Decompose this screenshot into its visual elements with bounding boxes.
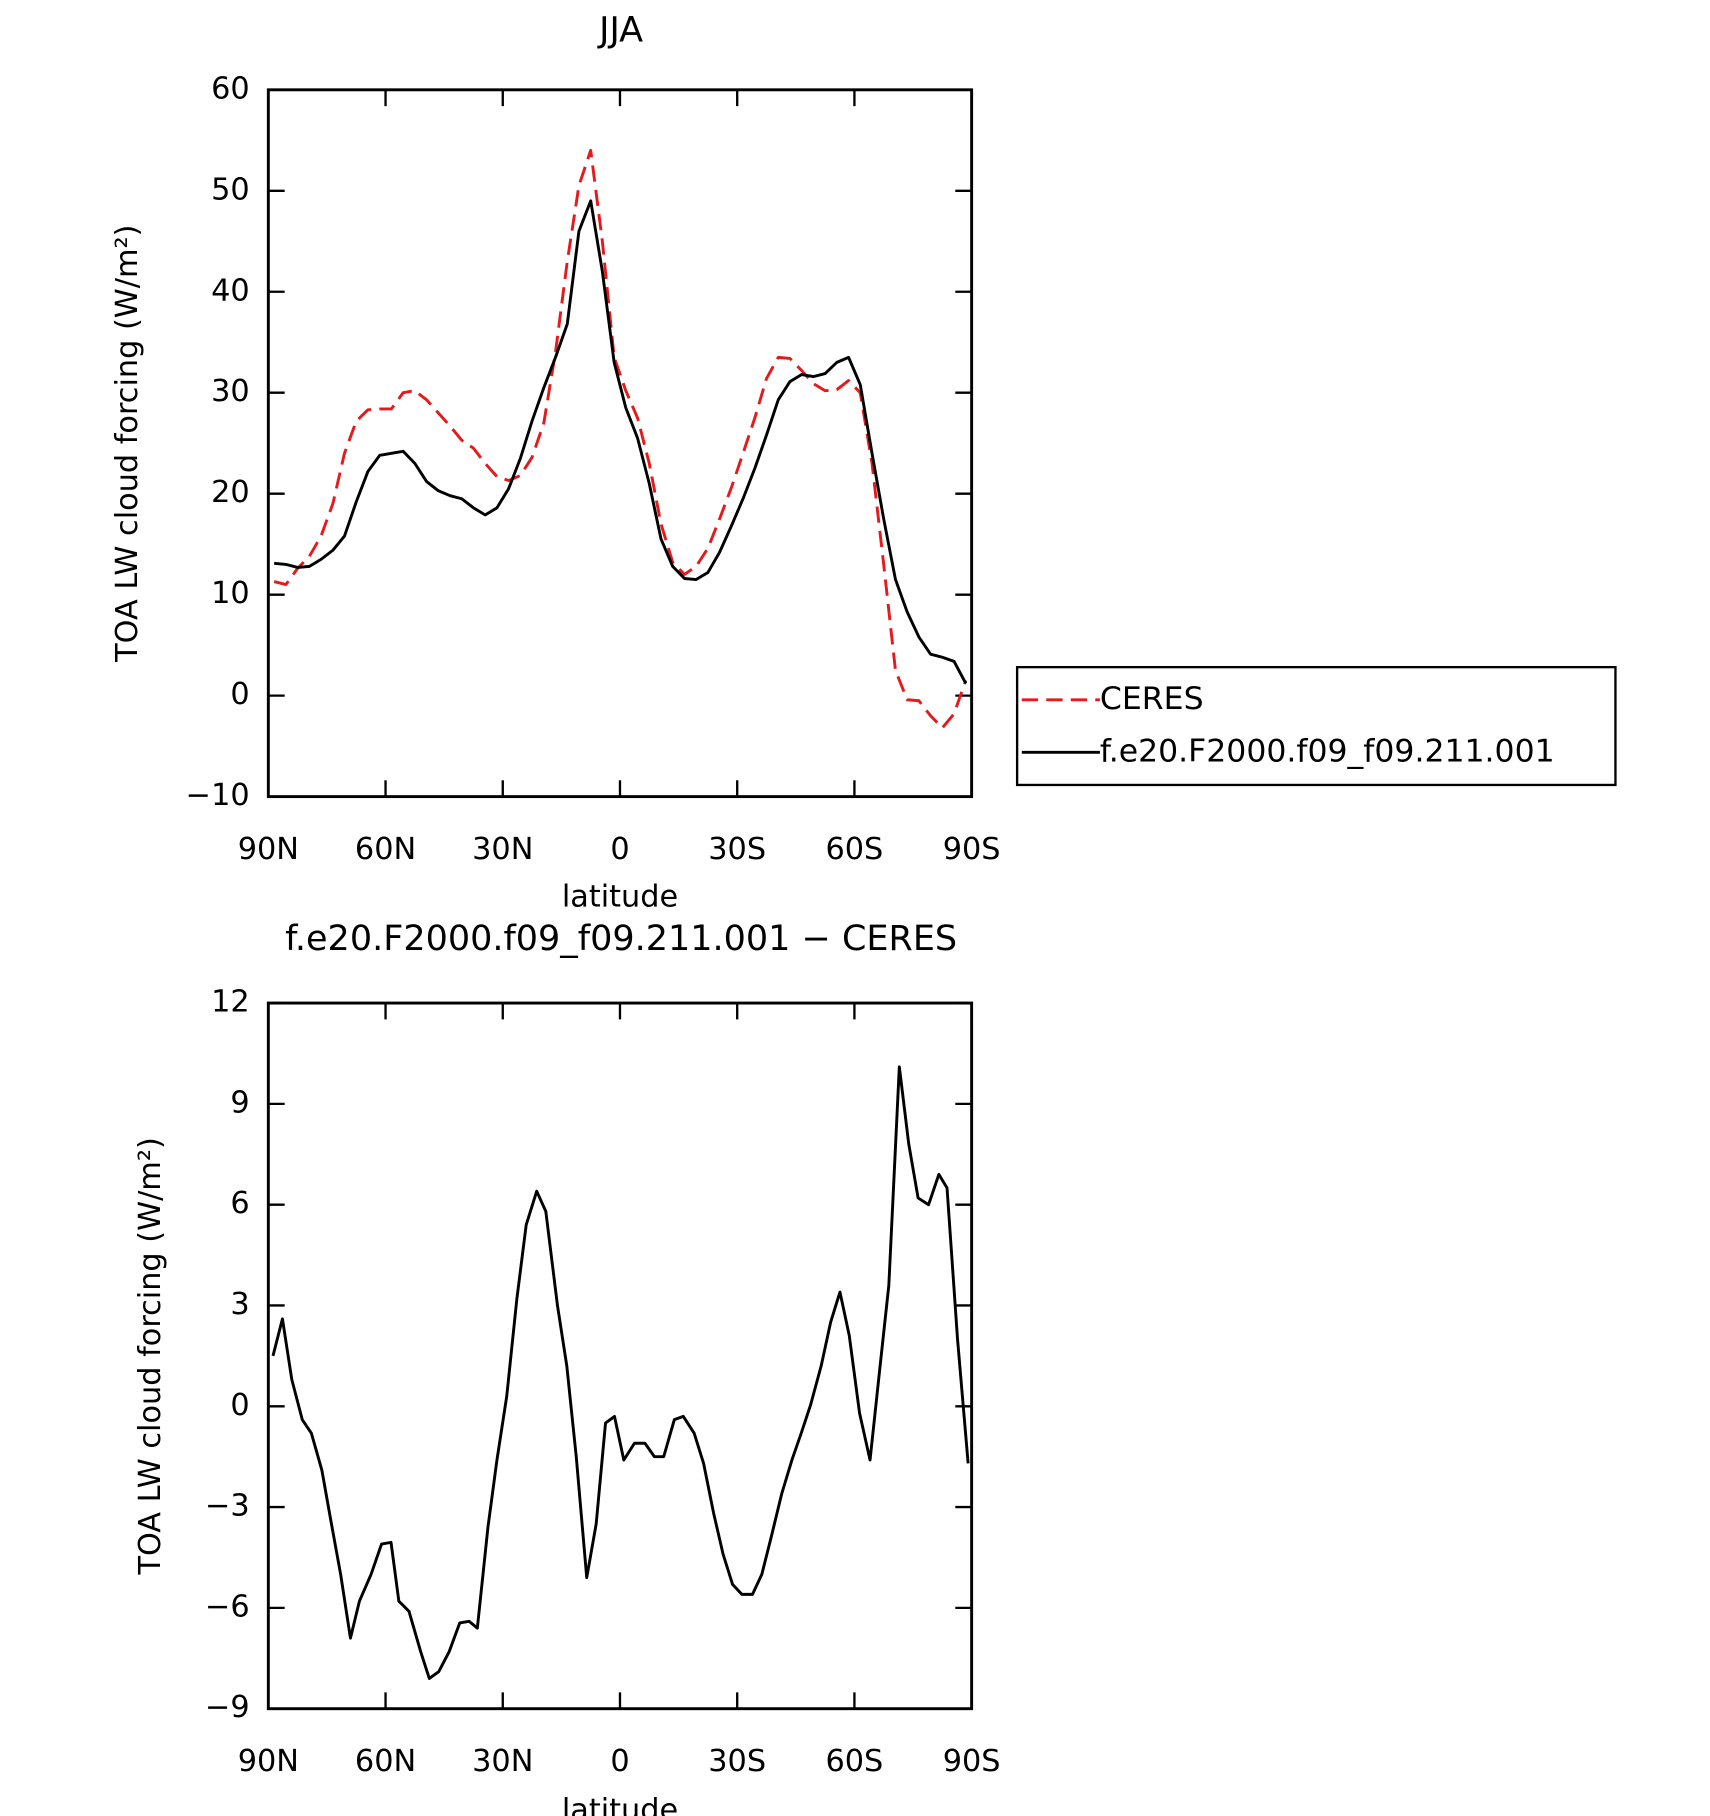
x-tick-label: 90N <box>238 1744 299 1779</box>
y-tick-label: 30 <box>211 374 250 409</box>
x-tick-label: 30N <box>472 832 533 867</box>
y-tick-label: 40 <box>211 273 250 308</box>
plot-frame <box>266 88 974 799</box>
series-line <box>273 148 968 730</box>
x-tick-label: 90S <box>943 832 1001 867</box>
series-line <box>274 199 968 685</box>
legend-label: f.e20.F2000.f09_f09.211.001 <box>1100 733 1555 769</box>
y-axis-label: TOA LW cloud forcing (W/m²) <box>133 1137 168 1575</box>
x-tick-label: 0 <box>610 1744 629 1779</box>
y-tick-label: 9 <box>230 1085 249 1120</box>
x-axis-label: latitude <box>562 880 678 915</box>
x-tick-label: 30S <box>708 1744 766 1779</box>
legend-box <box>1015 665 1617 787</box>
x-axis-label: latitude <box>562 1793 678 1816</box>
y-tick-label: 60 <box>211 71 250 106</box>
series-line <box>271 1065 970 1680</box>
plot-frame <box>266 1001 974 1711</box>
x-tick-label: 30S <box>708 832 766 867</box>
y-tick-label: −6 <box>205 1589 250 1624</box>
y-tick-label: 50 <box>211 172 250 207</box>
x-tick-label: 60N <box>355 1744 416 1779</box>
x-tick-label: 0 <box>610 832 629 867</box>
y-tick-label: 0 <box>230 1388 249 1423</box>
chart-title: f.e20.F2000.f09_f09.211.001 − CERES <box>285 919 957 959</box>
y-tick-label: 20 <box>211 475 250 510</box>
x-tick-label: 60S <box>826 1744 884 1779</box>
y-tick-label: −3 <box>205 1489 250 1524</box>
y-tick-label: 0 <box>230 677 249 712</box>
x-tick-label: 60S <box>826 832 884 867</box>
y-tick-label: 10 <box>211 576 250 611</box>
x-tick-label: 30N <box>472 1744 533 1779</box>
chart-title: JJA <box>597 10 643 50</box>
y-tick-label: −10 <box>186 778 250 813</box>
x-tick-label: 90N <box>238 832 299 867</box>
y-tick-label: 12 <box>211 985 250 1020</box>
x-tick-label: 60N <box>355 832 416 867</box>
legend-label: CERES <box>1100 681 1204 717</box>
y-tick-label: 6 <box>230 1186 249 1221</box>
y-axis-label: TOA LW cloud forcing (W/m²) <box>110 225 145 663</box>
x-tick-label: 90S <box>943 1744 1001 1779</box>
y-tick-label: −9 <box>205 1690 250 1725</box>
y-tick-label: 3 <box>230 1287 249 1322</box>
